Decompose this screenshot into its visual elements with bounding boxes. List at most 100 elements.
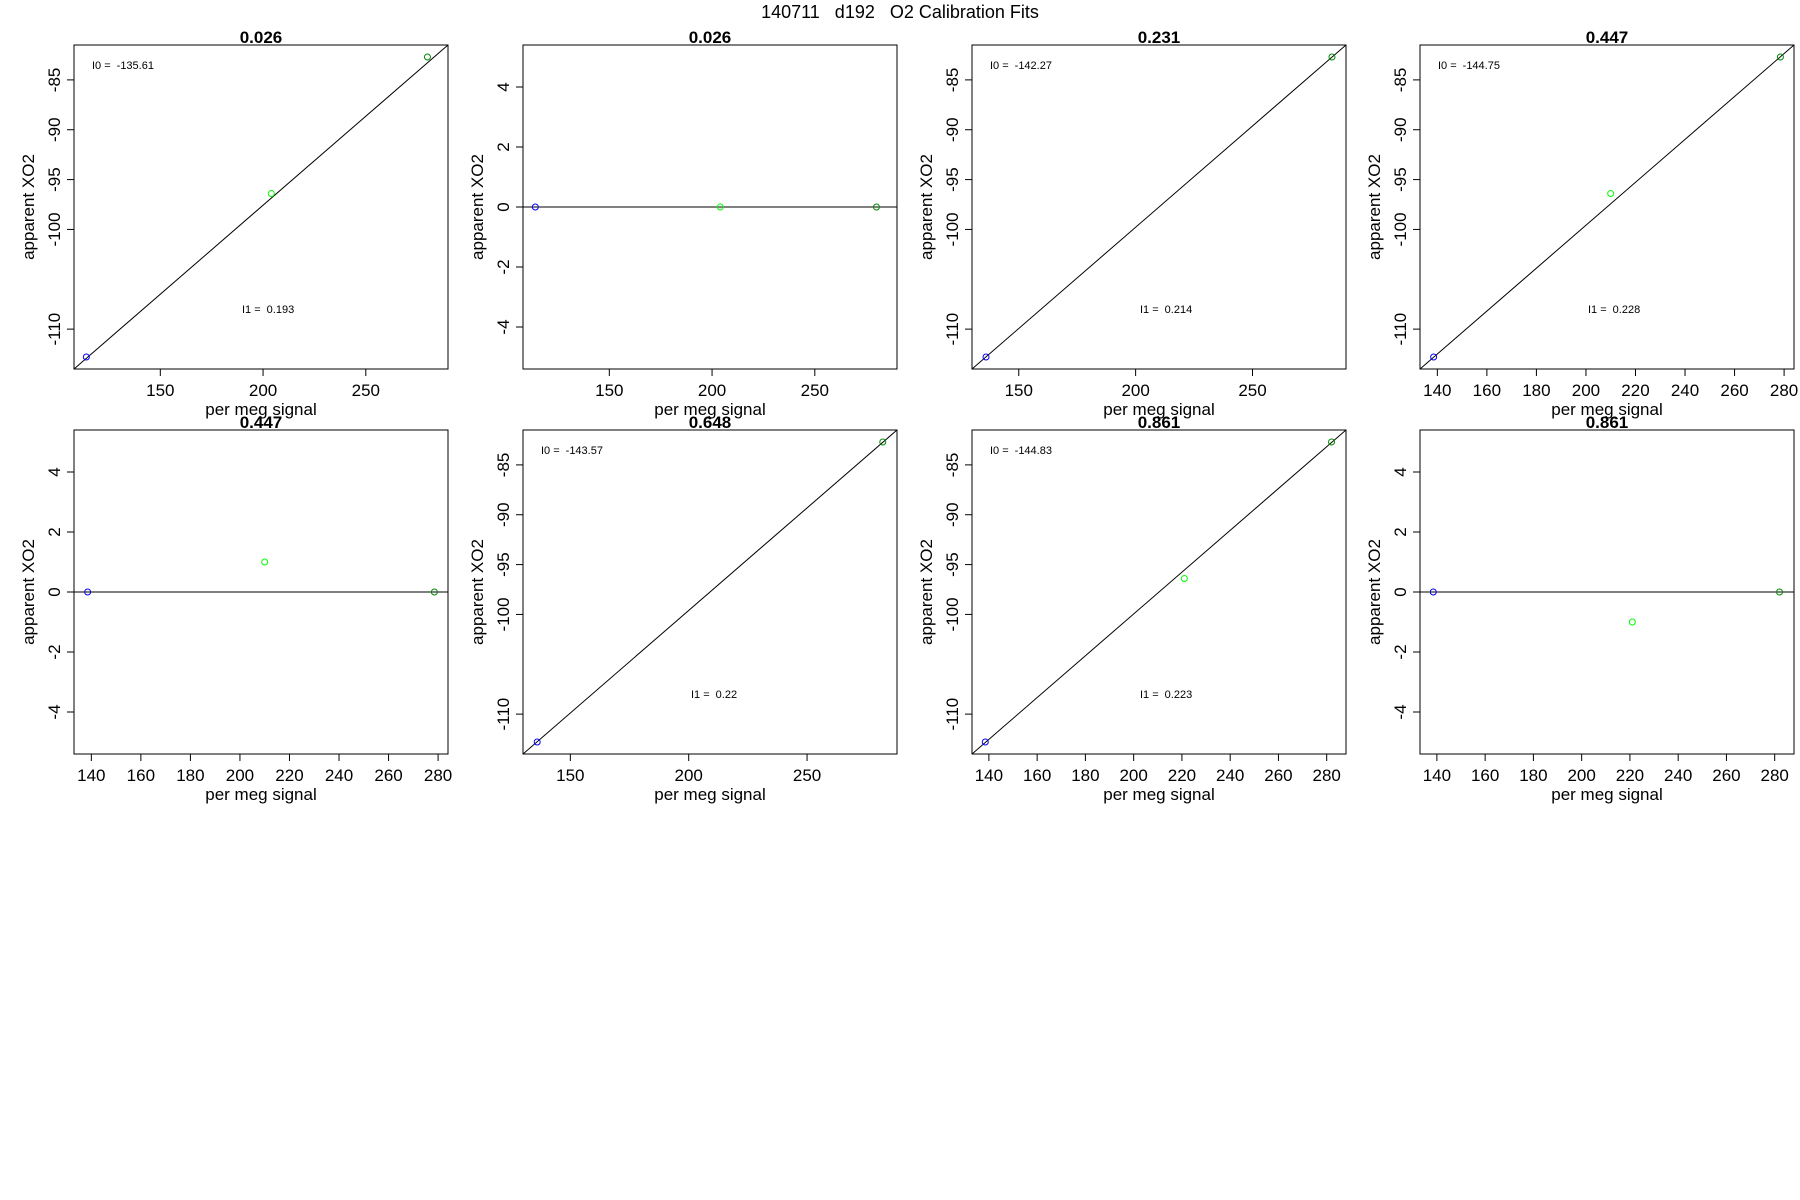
- plot-frame: [971, 429, 1347, 755]
- x-tick-label: 140: [975, 766, 1003, 785]
- fit-line: [1420, 45, 1794, 369]
- data-point: [533, 738, 541, 746]
- y-axis-label: apparent XO2: [468, 154, 487, 260]
- data-point: [716, 203, 724, 211]
- plot-frame: [522, 429, 898, 755]
- x-tick-label: 200: [1121, 381, 1149, 400]
- figure-title: 140711 d192 O2 Calibration Fits: [761, 2, 1039, 22]
- y-tick-label: -90: [943, 117, 962, 142]
- x-tick-label: 250: [1238, 381, 1266, 400]
- x-axis-label: per meg signal: [654, 785, 766, 804]
- y-tick-label: -110: [943, 313, 962, 346]
- plot-title: 0.026: [240, 28, 283, 47]
- x-tick-label: 180: [1071, 766, 1099, 785]
- x-axis-label: per meg signal: [1103, 785, 1215, 804]
- y-tick-label: -95: [943, 167, 962, 192]
- data-point: [1607, 190, 1615, 198]
- coefficient-value: -144.75: [1463, 60, 1500, 72]
- x-tick-label: 200: [1567, 766, 1595, 785]
- y-tick-label: -90: [943, 502, 962, 527]
- y-tick-label: -95: [494, 552, 513, 577]
- x-tick-label: 240: [1671, 381, 1699, 400]
- y-axis-label: apparent XO2: [1365, 154, 1384, 260]
- fit-coefficient-label: I0 = -142.27: [990, 60, 1052, 72]
- coefficient-value: 0.22: [716, 689, 737, 701]
- data-point: [1328, 438, 1336, 446]
- x-tick-label: 280: [424, 766, 452, 785]
- x-tick-label: 220: [275, 766, 303, 785]
- y-tick-label: -4: [1391, 704, 1410, 719]
- y-tick-label: -2: [494, 259, 513, 274]
- y-tick-label: -95: [1391, 167, 1410, 192]
- plot-panel: 0.026 150 200 250 -110 -100 -95 -90 -85 per meg s…: [19, 28, 449, 419]
- y-tick-label: 4: [494, 82, 513, 91]
- fit-coefficient-label: I1 = 0.22: [691, 689, 737, 701]
- fit-coefficient-label: I0 = -144.83: [990, 445, 1052, 457]
- data-point: [261, 558, 269, 566]
- data-point: [1776, 53, 1784, 61]
- coefficient-name: I1 =: [1140, 304, 1159, 316]
- plot-panel: 0.447 140 160 180 200 220 240 260 280 -4 -2 0 2 4 per …: [19, 413, 452, 804]
- y-tick-label: -4: [494, 319, 513, 334]
- data-point: [430, 588, 438, 596]
- coefficient-value: 0.228: [1613, 304, 1641, 316]
- y-tick-label: -100: [1391, 212, 1410, 246]
- x-tick-label: 160: [127, 766, 155, 785]
- coefficient-value: -143.57: [566, 445, 603, 457]
- x-tick-label: 160: [1023, 766, 1051, 785]
- x-tick-label: 250: [352, 381, 380, 400]
- y-axis-label: apparent XO2: [1365, 539, 1384, 645]
- y-tick-label: -90: [45, 117, 64, 142]
- x-tick-label: 200: [249, 381, 277, 400]
- coefficient-value: -135.61: [117, 60, 154, 72]
- x-tick-label: 280: [1313, 766, 1341, 785]
- plot-panel: 0.648 150 200 250 -110 -100 -95 -90 -85 per meg s…: [468, 413, 898, 804]
- plot-title: 0.861: [1586, 413, 1629, 432]
- plot-panel: 0.231 150 200 250 -110 -100 -95 -90 -85 per meg s…: [917, 28, 1347, 419]
- x-tick-label: 200: [675, 766, 703, 785]
- plot-panel: 0.026 150 200 250 -4 -2 0 2 4 per meg signal appar…: [468, 28, 898, 419]
- x-tick-label: 150: [595, 381, 623, 400]
- plot-frame: [971, 44, 1347, 370]
- y-tick-label: 2: [494, 142, 513, 151]
- y-tick-label: -85: [1391, 68, 1410, 93]
- coefficient-name: I1 =: [1140, 689, 1159, 701]
- y-tick-label: -100: [943, 597, 962, 631]
- data-point: [267, 190, 275, 198]
- plot-title: 0.861: [1138, 413, 1181, 432]
- data-point: [82, 353, 90, 361]
- y-tick-label: -110: [494, 698, 513, 731]
- y-tick-label: -110: [1391, 313, 1410, 346]
- y-axis-label: apparent XO2: [19, 154, 38, 260]
- x-tick-label: 250: [801, 381, 829, 400]
- x-tick-label: 260: [374, 766, 402, 785]
- coefficient-name: I0 =: [990, 445, 1009, 457]
- plot-title: 0.447: [1586, 28, 1629, 47]
- fit-coefficient-label: I1 = 0.214: [1140, 304, 1192, 316]
- fit-coefficient-label: I1 = 0.193: [242, 304, 294, 316]
- y-tick-label: -110: [943, 698, 962, 731]
- fit-line: [74, 45, 448, 369]
- y-tick-label: 2: [1391, 527, 1410, 536]
- data-point: [879, 438, 887, 446]
- data-point: [531, 203, 539, 211]
- fit-coefficient-label: I0 = -144.75: [1438, 60, 1500, 72]
- plot-panel: 0.447 140 160 180 200 220 240 260 280 -110 -100 -95…: [1365, 28, 1798, 419]
- plot-title: 0.447: [240, 413, 283, 432]
- x-axis-label: per meg signal: [205, 785, 317, 804]
- coefficient-name: I0 =: [1438, 60, 1457, 72]
- y-tick-label: -2: [1391, 644, 1410, 659]
- x-axis-label: per meg signal: [1103, 400, 1215, 419]
- fit-coefficient-label: I1 = 0.223: [1140, 689, 1192, 701]
- x-tick-label: 260: [1720, 381, 1748, 400]
- coefficient-name: I0 =: [990, 60, 1009, 72]
- y-tick-label: -90: [494, 502, 513, 527]
- y-axis-label: apparent XO2: [917, 539, 936, 645]
- plot-title: 0.231: [1138, 28, 1181, 47]
- data-point: [1430, 353, 1438, 361]
- data-point: [982, 353, 990, 361]
- plot-frame: [73, 44, 449, 370]
- y-axis-label: apparent XO2: [19, 539, 38, 645]
- x-tick-label: 250: [793, 766, 821, 785]
- data-point: [1776, 588, 1784, 596]
